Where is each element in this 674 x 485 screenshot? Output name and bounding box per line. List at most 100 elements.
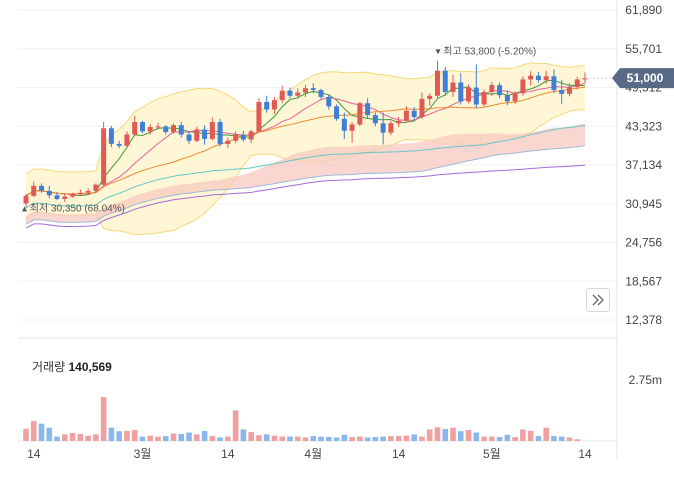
candle-body <box>155 126 161 128</box>
candle-body <box>77 192 83 195</box>
double-chevron-right-icon <box>592 294 604 306</box>
volume-bar <box>364 437 371 441</box>
candle <box>427 93 433 106</box>
candle <box>403 106 409 123</box>
volume-bar <box>240 429 247 441</box>
candle-body <box>108 128 114 144</box>
y-axis: 61,89055,70149,51243,32337,13430,94524,7… <box>625 3 662 327</box>
volume-bars <box>23 397 581 441</box>
candle-body <box>31 185 37 196</box>
volume-bar <box>271 435 278 441</box>
candle-body <box>62 196 68 200</box>
volume-bar <box>69 433 76 441</box>
candle <box>171 123 177 134</box>
scroll-right-button[interactable] <box>586 288 610 312</box>
candle-body <box>124 134 130 146</box>
candle-body <box>442 70 448 92</box>
candle <box>295 88 301 99</box>
candle <box>85 188 91 196</box>
volume-bar <box>489 436 495 441</box>
candle <box>225 137 231 149</box>
candle <box>450 75 456 97</box>
volume-bar <box>558 436 565 441</box>
candle-body <box>434 70 440 96</box>
volume-bar <box>512 437 518 441</box>
volume-bar <box>395 436 402 441</box>
candle-body <box>466 87 472 102</box>
volume-bar <box>139 436 146 441</box>
high-annotation: ▾ 최고 53,800 (-5.20%) <box>435 46 536 58</box>
x-tick-label: 3월 <box>134 447 152 461</box>
x-tick-label: 14 <box>221 447 235 461</box>
candle <box>62 194 68 203</box>
candle-body <box>93 184 99 191</box>
candle <box>318 88 324 100</box>
volume-bar <box>403 435 410 441</box>
candle <box>481 89 487 107</box>
volume-bar <box>411 434 417 441</box>
volume-caption-value: 140,569 <box>68 360 112 374</box>
candle <box>271 96 277 114</box>
volume-bar <box>93 434 99 441</box>
candle-body <box>450 82 456 92</box>
candle-body <box>566 86 572 94</box>
candles <box>23 60 588 208</box>
candle-body <box>39 185 45 191</box>
volume-bar <box>426 429 433 441</box>
volume-bar <box>287 436 293 441</box>
candle <box>256 98 262 133</box>
volume-bar <box>186 432 192 441</box>
candle <box>326 94 332 110</box>
candle <box>551 69 557 94</box>
candle <box>303 85 308 97</box>
candle-body <box>116 143 122 146</box>
candle <box>341 112 347 139</box>
candle-body <box>186 134 192 141</box>
candle <box>202 125 208 145</box>
cloud-fill <box>26 123 585 225</box>
volume-bar <box>46 427 53 441</box>
candle-body <box>543 76 549 81</box>
volume-bar <box>473 432 480 441</box>
volume-caption-label: 거래량 <box>32 360 66 374</box>
candle <box>23 194 29 208</box>
candle-body <box>473 87 479 105</box>
candle <box>178 122 184 138</box>
ma-60-line <box>25 125 586 209</box>
x-tick-label: 5월 <box>483 447 501 461</box>
candle <box>194 127 200 143</box>
candle-body <box>388 123 394 133</box>
last-price-badge: 51,000 <box>612 68 674 89</box>
x-tick-label: 14 <box>27 447 41 461</box>
x-tick-label: 14 <box>392 447 406 461</box>
candle <box>163 125 169 135</box>
candle-body <box>535 75 541 81</box>
volume-bar <box>248 432 254 441</box>
candle <box>559 80 565 104</box>
volume-bar <box>194 434 200 441</box>
candle <box>434 60 440 99</box>
volume-bar <box>147 435 154 441</box>
candle-body <box>380 123 386 133</box>
candle <box>248 129 254 144</box>
volume-bar <box>450 427 456 441</box>
volume-bar <box>23 428 29 441</box>
candle <box>101 122 107 186</box>
candle-body <box>209 122 215 139</box>
candle <box>287 87 293 99</box>
candle <box>528 71 534 86</box>
candle <box>31 181 37 198</box>
bollinger-upper <box>25 62 586 175</box>
candle <box>70 192 76 198</box>
candle <box>233 131 239 144</box>
candle-body <box>23 195 29 204</box>
candle-body <box>396 120 402 124</box>
candle-body <box>256 101 262 132</box>
candle-body <box>279 90 285 101</box>
y-tick-label: 18,567 <box>625 274 662 288</box>
volume-bar <box>388 436 394 441</box>
x-tick-label: 14 <box>578 447 592 461</box>
candle-body <box>326 96 332 107</box>
candle-body <box>334 106 340 119</box>
